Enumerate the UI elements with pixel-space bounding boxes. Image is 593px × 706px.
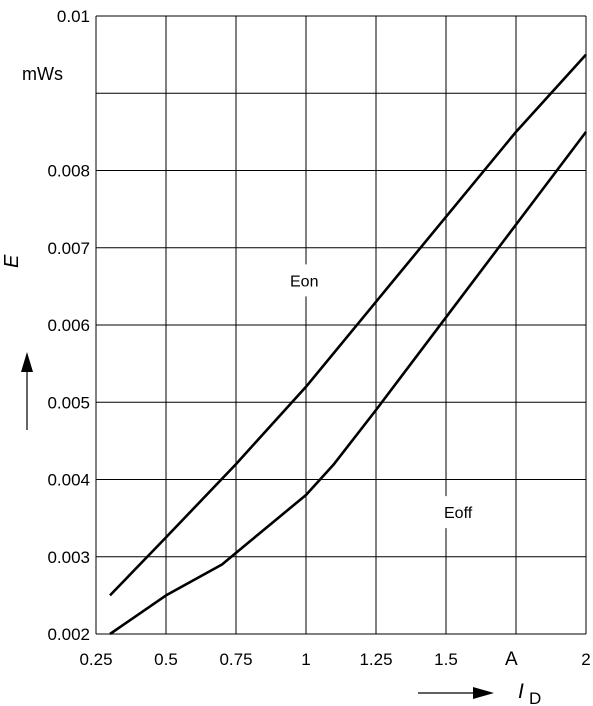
- x-axis-arrow: [418, 687, 494, 699]
- x-axis-title: I: [518, 680, 524, 703]
- y-tick-label: 0.008: [47, 162, 90, 181]
- x-tick-label: 1.5: [434, 650, 458, 669]
- y-tick-label: 0.01: [57, 7, 90, 26]
- x-unit-label: A: [505, 649, 518, 670]
- series-line-eon: [109, 53, 587, 597]
- tick-labels: 0.002 0.003 0.004 0.005 0.006 0.007 0.008 0.01 0…: [47, 7, 590, 669]
- y-tick-label: 0.004: [47, 471, 90, 490]
- annotation-background: [438, 496, 496, 529]
- series-line-eoff: [109, 131, 588, 636]
- grid: [95, 15, 587, 635]
- x-axis-title-subscript: D: [529, 689, 541, 706]
- y-tick-label: 0.006: [47, 316, 90, 335]
- series-lines: [109, 53, 588, 636]
- x-tick-label: 0.25: [79, 650, 112, 669]
- annotation-background: [284, 264, 331, 297]
- x-tick-label: 1: [301, 650, 310, 669]
- x-tick-label: 0.5: [154, 650, 178, 669]
- y-axis-arrow: [21, 352, 33, 430]
- x-tick-label: 1.25: [359, 650, 392, 669]
- y-unit-label: mWs: [22, 64, 63, 84]
- y-tick-label: 0.002: [47, 625, 90, 644]
- annotations: Eon Eoff: [284, 264, 496, 529]
- y-tick-label: 0.003: [47, 548, 90, 567]
- y-axis-title: E: [1, 254, 23, 268]
- series-annotation-label: Eoff: [444, 505, 473, 522]
- series-annotation-label: Eon: [290, 273, 318, 290]
- y-tick-label: 0.005: [47, 393, 90, 412]
- x-tick-label: 2: [581, 650, 590, 669]
- y-tick-label: 0.007: [47, 239, 90, 258]
- x-tick-label: 0.75: [219, 650, 252, 669]
